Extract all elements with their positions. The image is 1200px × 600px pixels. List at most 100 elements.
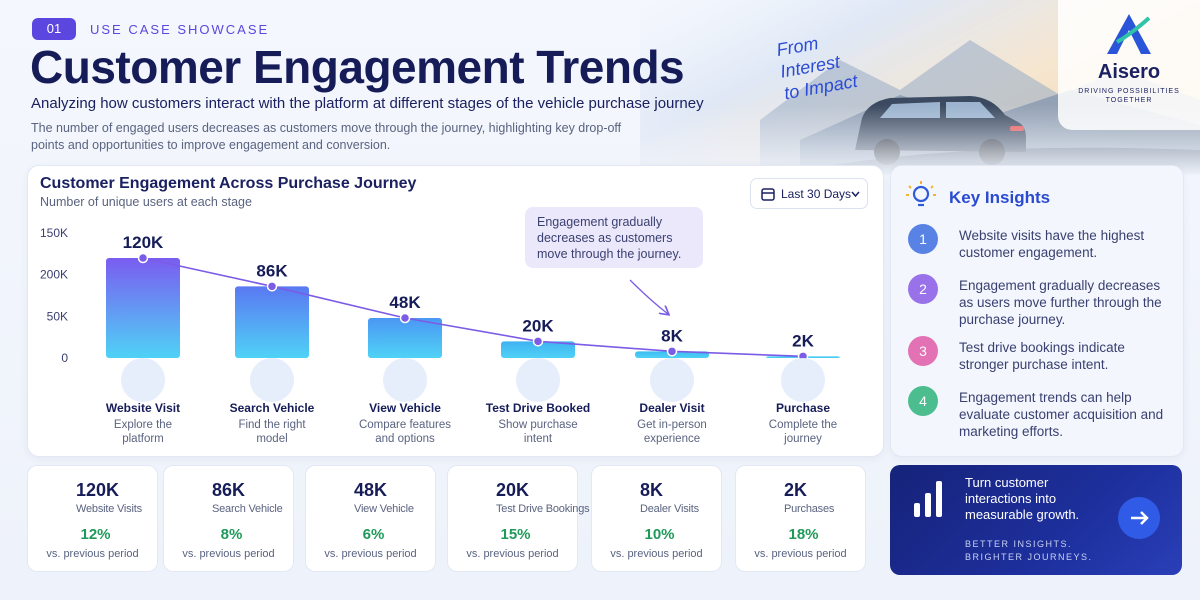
chart: 150K 200K 50K 0 120K 86K 48K 20K 8K 2K — [40, 226, 840, 365]
cta-footer: BETTER INSIGHTS. BRIGHTER JOURNEYS. — [965, 539, 1093, 562]
value-label: 48K — [389, 293, 421, 312]
eyebrow: USE CASE SHOWCASE — [90, 22, 270, 37]
chart-title: Customer Engagement Across Purchase Jour… — [40, 175, 417, 192]
kpi-card: 86K Search Vehicle 8% vs. previous period — [163, 465, 294, 572]
kpi-label: Purchases — [784, 503, 835, 515]
insight-text: Website visits have the highest customer… — [959, 228, 1145, 260]
kpi-change: 8% — [164, 526, 293, 544]
arrow-icon — [1131, 511, 1149, 525]
stage-description: Complete the journey — [768, 419, 838, 445]
kpi-value: 48K — [354, 480, 388, 500]
logo-panel: Aisero DRIVING POSSIBILITIES TOGETHER — [1058, 0, 1200, 130]
y-tick-label: 200K — [40, 268, 68, 282]
insights-title: Key Insights — [949, 188, 1051, 207]
stage-description: Get in-person experience — [637, 419, 707, 445]
kpi-change: 6% — [306, 526, 435, 544]
value-label: 20K — [522, 316, 554, 335]
y-tick-label: 150K — [40, 226, 68, 240]
cta-card: Turn customer interactions into measurab… — [890, 465, 1182, 575]
bar — [501, 341, 575, 358]
growth-icon — [914, 481, 942, 517]
kpi-value: 120K — [76, 480, 120, 500]
kpi-label: Dealer Visits — [640, 503, 699, 515]
kpi-label: Website Visits — [76, 503, 142, 515]
insight-text: Engagement gradually decreases as users … — [959, 278, 1162, 327]
bar — [106, 258, 180, 358]
stage-name: Purchase — [775, 401, 831, 415]
calendar-icon — [761, 188, 775, 201]
trend-line — [142, 257, 804, 358]
bar — [235, 286, 309, 358]
cta-text: Turn customer interactions into measurab… — [965, 475, 1080, 522]
stage-icon-bg — [250, 358, 294, 402]
kpi-value: 20K — [496, 480, 530, 500]
filter-label: Last 30 Days — [781, 187, 852, 201]
kpi-change: 15% — [448, 526, 577, 544]
kpi-card: 20K Test Drive Bookings 15% vs. previous pe… — [447, 465, 590, 572]
kpi-card: 48K View Vehicle 6% vs. previous period — [305, 465, 436, 572]
value-label: 8K — [661, 326, 683, 345]
annotation-arrow — [629, 279, 668, 314]
logo-tagline: DRIVING POSSIBILITIES TOGETHER — [1078, 88, 1180, 104]
y-tick-label: 0 — [61, 351, 68, 365]
kpi-value: 86K — [212, 480, 246, 500]
kpi-change: 18% — [736, 526, 865, 544]
kpi-change-value: 15% — [500, 526, 531, 543]
y-tick-label: 50K — [47, 309, 68, 323]
stage-icon-bg — [121, 358, 165, 402]
kpi-value: 2K — [784, 480, 808, 500]
trend-point — [266, 281, 278, 292]
kpi-change-value: 10% — [644, 526, 675, 543]
kpi-note: vs. previous period — [46, 548, 139, 560]
kpi-card: 8K Dealer Visits 10% vs. previous period — [591, 465, 722, 572]
stage-name: Website Visit — [105, 401, 181, 415]
insight-number: 4 — [908, 386, 938, 416]
cta-button[interactable] — [1118, 497, 1160, 539]
value-label: 2K — [792, 331, 814, 350]
kpi-label: Search Vehicle — [212, 503, 283, 515]
kpi-note: vs. previous period — [182, 548, 275, 560]
dropdown-chevron — [851, 191, 860, 198]
stage-name: Dealer Visit — [639, 401, 705, 415]
kpi-change: 10% — [592, 526, 721, 544]
insight-number: 2 — [908, 274, 938, 304]
logo-name: Aisero — [1097, 61, 1161, 83]
stage-description: Find the right model — [238, 419, 306, 445]
insights-card: Key Insights 1 Website visits have the hi… — [890, 165, 1184, 457]
trend-point — [532, 336, 544, 347]
kpi-note: vs. previous period — [324, 548, 417, 560]
kpi-change-value: 12% — [80, 526, 111, 543]
kpi-label: Test Drive Bookings — [496, 503, 590, 515]
kpi-change-value: 6% — [362, 526, 385, 543]
stage-description: Explore the platform — [113, 419, 173, 445]
stage-name: View Vehicle — [369, 401, 441, 415]
hero-tagline: From Interest to Impact — [775, 33, 860, 103]
stage-name: Search Vehicle — [229, 401, 315, 415]
stage-icon-bg — [781, 358, 825, 402]
kpi-change-value: 18% — [788, 526, 819, 543]
value-label: 120K — [123, 233, 164, 252]
stage-description: Show purchase intent — [498, 419, 578, 445]
logo-mark — [1107, 14, 1151, 54]
insight-text: Engagement trends can help evaluate cust… — [959, 390, 1164, 439]
insight-text: Test drive bookings indicate stronger pu… — [959, 340, 1125, 372]
kpi-note: vs. previous period — [610, 548, 703, 560]
stage-icon-bg — [516, 358, 560, 402]
kpi-card: 120K Website Visits 12% vs. previous period — [27, 465, 158, 572]
kpi-value: 8K — [640, 480, 664, 500]
insight-number: 3 — [908, 336, 938, 366]
stage-icon-bg — [383, 358, 427, 402]
insight-number: 1 — [908, 224, 938, 254]
kpi-note: vs. previous period — [754, 548, 847, 560]
value-label: 86K — [256, 261, 288, 280]
stage-icon-bg — [650, 358, 694, 402]
date-filter[interactable]: Last 30 Days — [750, 178, 868, 209]
page-description: The number of engaged users decreases as… — [31, 121, 622, 152]
stage-description: Compare features and options — [358, 419, 452, 445]
bar — [368, 318, 442, 358]
page-title: Customer Engagement Trends — [30, 41, 685, 93]
stage-name: Test Drive Booked — [485, 401, 591, 415]
kpi-change: 12% — [28, 526, 157, 544]
kpi-card: 2K Purchases 18% vs. previous period — [735, 465, 866, 572]
chart-annotation: Engagement gradually decreases as custom… — [525, 207, 703, 268]
